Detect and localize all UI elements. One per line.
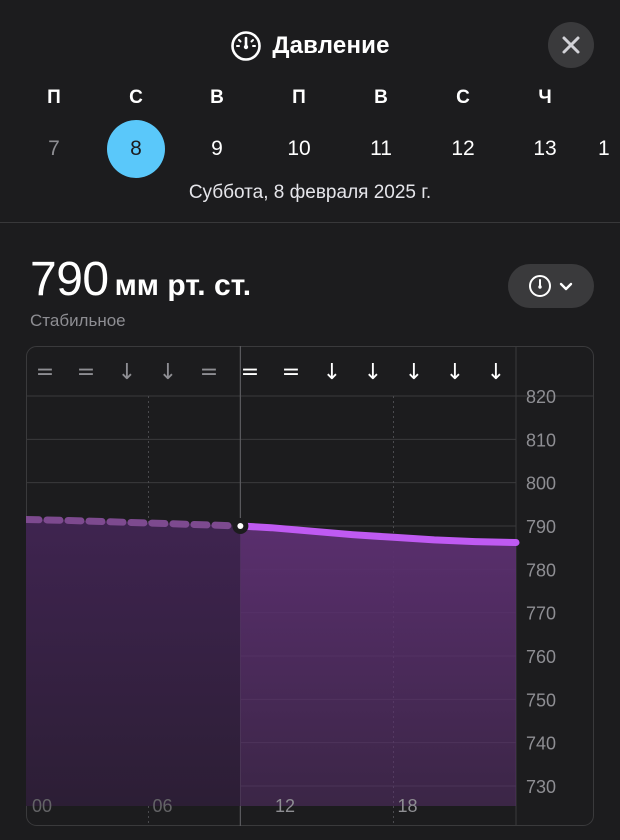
y-tick-label: 760: [526, 647, 556, 667]
close-icon: [562, 36, 580, 54]
pressure-chart[interactable]: = = ↓ ↓ = = = ↓ ↓ ↓ ↓ ↓ 820 810 800 790 780 770 760 750 740…: [26, 346, 594, 826]
y-tick-label: 750: [526, 690, 556, 710]
pressure-reading: 790 мм рт. ст.: [30, 252, 251, 308]
y-tick-label: 810: [526, 430, 556, 450]
weekday-letter: С: [456, 87, 470, 108]
forecast-series-line: [236, 522, 520, 546]
header: Давление: [0, 26, 620, 66]
weekday-letter: В: [374, 87, 388, 108]
trend-arrow: ↓: [405, 360, 423, 385]
selected-date-label: Суббота, 8 февраля 2025 г.: [188, 182, 432, 203]
weekday-letter: Ч: [538, 87, 552, 108]
trend-arrow: =: [36, 360, 54, 385]
past-series-line: [26, 516, 244, 530]
trend-arrow: ↓: [323, 360, 341, 385]
pressure-value: 790: [30, 253, 109, 306]
day-7[interactable]: 7: [48, 137, 60, 160]
trend-arrow: =: [241, 360, 259, 385]
trend-arrow: =: [77, 360, 95, 385]
trend-arrow: =: [282, 360, 300, 385]
week-date-strip: 7 8 9 10 11 12 13 1: [0, 120, 620, 178]
gauge-icon: [231, 31, 262, 61]
trend-arrow: ↓: [118, 360, 136, 385]
day-9[interactable]: 9: [211, 137, 223, 160]
y-tick-label: 800: [526, 474, 556, 494]
close-button[interactable]: [548, 22, 594, 68]
x-tick-label: 12: [275, 796, 295, 816]
trend-arrow: ↓: [364, 360, 382, 385]
weekday-letter: П: [292, 87, 306, 108]
divider: [0, 222, 620, 223]
current-point-dot: [237, 523, 244, 529]
y-tick-label: 730: [526, 777, 556, 797]
weekday-letters: П С В П В С Ч: [0, 87, 620, 111]
day-8-selected[interactable]: 8: [107, 120, 165, 178]
x-tick-label: 06: [153, 796, 173, 816]
pressure-status: Стабильное: [30, 311, 126, 330]
weekday-letter: П: [47, 87, 61, 108]
day-13[interactable]: 13: [533, 137, 557, 160]
weekday-letter: В: [210, 87, 224, 108]
forecast-area: [240, 526, 516, 806]
day-partial[interactable]: 1: [598, 137, 610, 160]
pressure-unit: мм рт. ст.: [114, 269, 252, 302]
weekday-letter: С: [129, 87, 143, 108]
day-10[interactable]: 10: [287, 137, 311, 160]
y-tick-label: 780: [526, 560, 556, 580]
y-tick-label: 790: [526, 517, 556, 537]
trend-arrow: ↓: [487, 360, 505, 385]
day-12[interactable]: 12: [451, 137, 475, 160]
past-area: [26, 519, 241, 806]
trend-arrow: ↓: [446, 360, 464, 385]
x-tick-label: 00: [32, 796, 52, 816]
chart-mode-button[interactable]: [508, 264, 594, 308]
gauge-icon: [529, 275, 551, 297]
page-title: Давление: [272, 32, 390, 59]
y-tick-label: 770: [526, 604, 556, 624]
y-tick-label: 740: [526, 734, 556, 754]
chevron-down-icon: [559, 282, 573, 291]
day-11[interactable]: 11: [370, 137, 392, 160]
trend-arrow: ↓: [159, 360, 177, 385]
x-tick-label: 18: [398, 796, 418, 816]
trend-arrow: =: [200, 360, 218, 385]
y-tick-label: 820: [526, 387, 556, 407]
